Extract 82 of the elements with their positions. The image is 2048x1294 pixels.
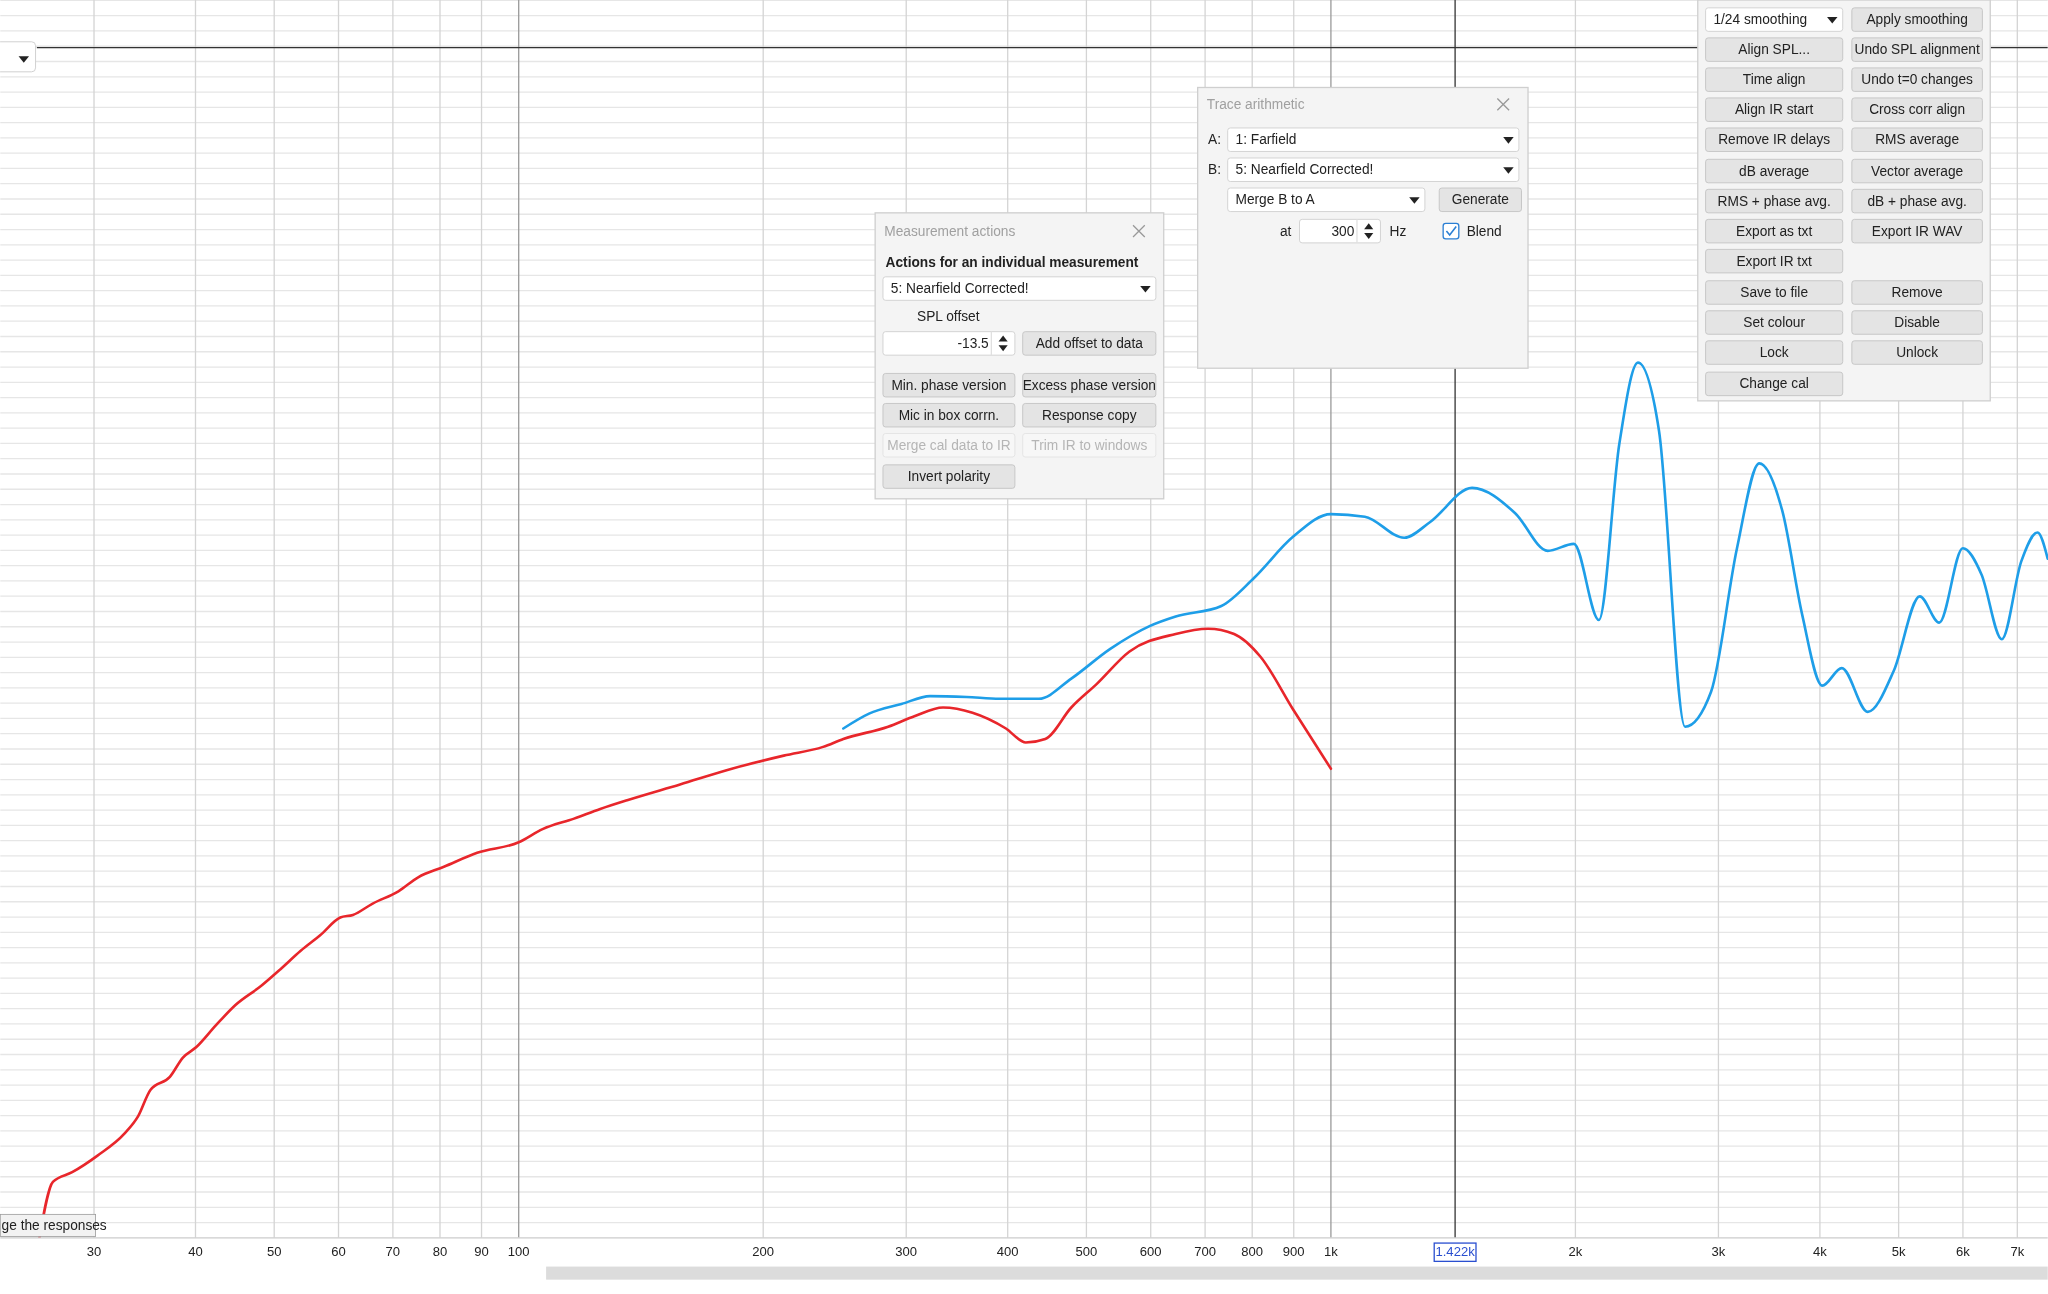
text: B:	[1208, 162, 1222, 178]
x-tick-label: 40	[188, 1244, 203, 1260]
text: A:	[1208, 132, 1222, 148]
button: Set colour	[1705, 310, 1844, 335]
x-tick-label: 6k	[1956, 1244, 1971, 1260]
annotation: Invert polarity	[907, 469, 991, 485]
dropdown: 5: Nearfield Corrected!	[1227, 157, 1520, 182]
annotation: ge the responses	[1, 1218, 107, 1234]
x-tick-label: 400	[996, 1244, 1019, 1260]
button: Change cal	[1705, 371, 1844, 397]
dropdown: Merge B to A	[1227, 187, 1426, 212]
x-tick-label: 800	[1241, 1244, 1264, 1260]
x-tick-label: 80	[432, 1244, 448, 1260]
x-tick-label: 500	[1075, 1244, 1098, 1260]
x-tick-label: 900	[1282, 1244, 1305, 1260]
button: Disable	[1851, 310, 1983, 335]
button: Min. phase version	[882, 373, 1016, 398]
x-tick-label: 30	[86, 1244, 102, 1260]
annotation: Trim IR to windows	[1031, 437, 1148, 453]
button: Cross corr align	[1851, 97, 1983, 122]
button: Remove IR delays	[1705, 127, 1844, 152]
button: Export IR WAV	[1851, 218, 1983, 244]
text: Hz	[1389, 223, 1407, 239]
annotation: Change cal	[1739, 376, 1809, 392]
x-tick-label: 3k	[1711, 1244, 1726, 1260]
button: Lock	[1705, 340, 1844, 365]
text: SPL offset	[917, 308, 980, 324]
annotation: Excess phase version	[1022, 377, 1156, 393]
button: Add offset to data	[1022, 331, 1157, 356]
button: Excess phase version	[1022, 373, 1157, 398]
button: Invert polarity	[882, 464, 1016, 489]
button: Undo SPL alignment	[1851, 37, 1983, 62]
button: Apply smoothing	[1851, 7, 1983, 32]
annotation: Response copy	[1042, 407, 1137, 423]
text: Trace arithmetic	[1206, 97, 1305, 113]
dropdown: 5: Nearfield Corrected!	[882, 276, 1157, 301]
button: Undo t=0 changes	[1851, 67, 1983, 92]
x-tick-label: 100	[507, 1244, 530, 1260]
annotation: Min. phase version	[891, 377, 1007, 393]
spin-box: 300	[1299, 218, 1381, 244]
x-tick-label: 90	[474, 1244, 489, 1260]
x-tick-label: 600	[1139, 1244, 1162, 1260]
button: Align IR start	[1705, 97, 1844, 122]
x-tick-label: 70	[385, 1244, 401, 1260]
button: Remove	[1851, 280, 1983, 305]
x-tick-label: 4k	[1813, 1244, 1828, 1260]
x-tick-label: 7k	[2010, 1244, 2025, 1260]
text: at	[1279, 223, 1292, 239]
dropdown: 1/24 smoothing	[1705, 7, 1844, 32]
button: RMS + phase avg.	[1705, 188, 1844, 214]
tooltip: ge the responses	[0, 1213, 107, 1237]
dropdown: 1: Farfield	[1227, 127, 1520, 152]
x-tick-label: 60	[331, 1244, 346, 1260]
button: Export as txt	[1705, 218, 1844, 244]
spin-box: -13.5	[882, 331, 1016, 356]
button: Export IR txt	[1705, 248, 1844, 274]
button: Mic in box corrn.	[882, 403, 1016, 428]
button: Unlock	[1851, 340, 1983, 365]
button: dB average	[1705, 158, 1844, 184]
button: Merge cal data to IR	[882, 433, 1016, 458]
ref-line-label: 1.422k	[1435, 1244, 1476, 1260]
button: Response copy	[1022, 403, 1157, 428]
button: Vector average	[1851, 158, 1983, 184]
text: Blend	[1466, 223, 1502, 239]
x-tick-label: 300	[895, 1244, 918, 1260]
button: Generate	[1438, 187, 1522, 212]
x-tick-label: 200	[752, 1244, 775, 1260]
button: Align SPL...	[1705, 37, 1844, 62]
annotation: Mic in box corrn.	[898, 407, 1000, 423]
button: dB + phase avg.	[1851, 188, 1983, 214]
x-tick-label: 2k	[1568, 1244, 1583, 1260]
text: Actions for an individual measurement	[885, 255, 1139, 271]
button: Save to file	[1705, 280, 1844, 305]
x-tick-label: 700	[1194, 1244, 1216, 1260]
button: Time align	[1705, 67, 1844, 92]
button: Trim IR to windows	[1022, 433, 1157, 458]
button: RMS average	[1851, 127, 1983, 152]
text: Measurement actions	[884, 223, 1016, 239]
x-tick-label: 5k	[1891, 1244, 1906, 1260]
x-tick-label: 1k	[1324, 1244, 1339, 1260]
x-tick-label: 50	[266, 1244, 282, 1260]
annotation: Merge cal data to IR	[887, 437, 1011, 453]
